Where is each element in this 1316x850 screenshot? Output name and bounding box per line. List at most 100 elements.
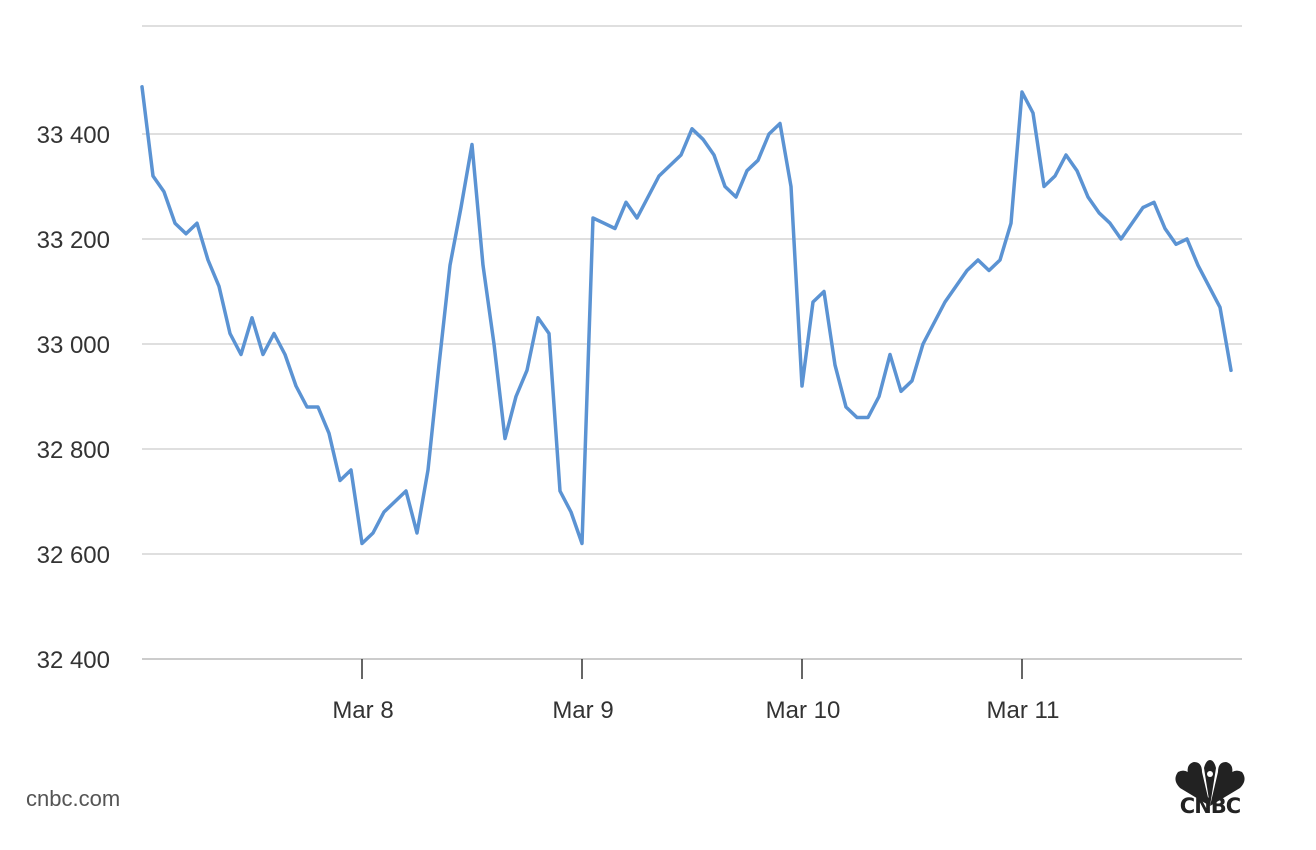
data-point xyxy=(361,542,363,545)
x-tick-label: Mar 9 xyxy=(552,697,613,724)
data-point xyxy=(163,190,165,193)
data-point xyxy=(218,285,220,288)
data-point xyxy=(867,416,869,419)
data-point xyxy=(1087,196,1089,198)
data-point xyxy=(735,196,737,198)
data-point xyxy=(746,169,748,172)
data-point xyxy=(328,432,330,435)
data-point xyxy=(1076,169,1078,172)
data-point xyxy=(922,343,924,345)
data-point xyxy=(1065,154,1067,156)
data-point xyxy=(317,406,319,408)
data-point xyxy=(691,127,693,130)
data-point xyxy=(834,364,836,366)
data-point xyxy=(1153,201,1155,204)
data-point xyxy=(383,511,385,513)
data-point xyxy=(295,385,297,387)
data-point xyxy=(174,222,176,225)
data-point xyxy=(394,500,396,503)
data-point xyxy=(658,175,660,177)
data-point xyxy=(955,285,957,288)
data-point xyxy=(1054,175,1056,177)
data-point xyxy=(559,490,561,492)
data-point xyxy=(603,222,605,225)
data-point xyxy=(1043,185,1045,188)
data-point xyxy=(1120,238,1122,240)
data-point xyxy=(592,217,594,219)
y-tick-label: 33 200 xyxy=(37,227,110,254)
data-point xyxy=(526,369,528,372)
data-point xyxy=(570,511,572,513)
data-point xyxy=(185,232,187,235)
data-point xyxy=(845,406,847,408)
data-point xyxy=(141,85,143,88)
cnbc-logo-text: CNBC xyxy=(1179,794,1241,818)
data-point xyxy=(900,390,902,393)
data-point xyxy=(713,154,715,156)
series-line xyxy=(140,85,1233,546)
data-point xyxy=(1021,91,1023,93)
y-axis-tick-labels: 32 400 32 600 32 800 33 000 33 200 33 400 xyxy=(37,122,110,674)
data-point xyxy=(405,490,407,492)
data-point xyxy=(471,143,473,146)
data-point xyxy=(1142,206,1144,209)
data-point xyxy=(460,206,462,209)
data-point xyxy=(229,332,231,335)
data-point xyxy=(427,469,429,471)
data-point xyxy=(823,290,825,293)
data-point xyxy=(1219,306,1221,309)
data-point xyxy=(933,322,935,324)
source-label: cnbc.com xyxy=(26,786,121,811)
data-point xyxy=(614,227,616,230)
data-point xyxy=(196,222,198,225)
data-point xyxy=(944,301,946,303)
data-point xyxy=(977,259,979,261)
data-point xyxy=(801,385,803,387)
data-point xyxy=(680,154,682,156)
data-point xyxy=(988,269,990,272)
data-point xyxy=(449,264,451,267)
data-point xyxy=(999,259,1001,261)
data-point xyxy=(1208,285,1210,288)
data-point xyxy=(702,138,704,141)
data-point xyxy=(625,201,627,204)
data-point xyxy=(515,395,517,398)
data-point xyxy=(262,353,264,356)
data-point xyxy=(273,332,275,335)
data-point xyxy=(669,164,671,167)
data-point xyxy=(438,364,440,366)
data-point xyxy=(889,353,891,356)
data-point xyxy=(790,185,792,188)
data-point xyxy=(1131,222,1133,225)
data-point xyxy=(724,185,726,188)
data-point xyxy=(757,159,759,162)
data-point xyxy=(251,316,253,319)
data-point xyxy=(878,395,880,398)
x-tick-label: Mar 11 xyxy=(987,697,1060,724)
data-point xyxy=(152,175,154,177)
data-point xyxy=(966,269,968,272)
data-point xyxy=(768,133,770,135)
x-tick-label: Mar 8 xyxy=(332,697,393,724)
data-point xyxy=(1175,243,1177,246)
data-point xyxy=(240,353,242,356)
data-point xyxy=(482,264,484,267)
y-tick-label: 32 400 xyxy=(37,647,110,674)
y-tick-label: 33 000 xyxy=(37,332,110,359)
data-point xyxy=(1010,222,1012,225)
data-point xyxy=(306,406,308,408)
grid-lines xyxy=(142,25,1242,555)
x-tick-label: Mar 10 xyxy=(766,697,841,724)
data-point xyxy=(1230,369,1232,372)
data-point xyxy=(636,217,638,219)
data-point xyxy=(548,332,550,335)
data-point xyxy=(504,437,506,440)
series-layer xyxy=(140,85,1233,546)
data-point xyxy=(493,343,495,345)
data-point xyxy=(1164,227,1166,230)
data-point xyxy=(856,416,858,419)
data-point xyxy=(339,479,341,482)
data-point xyxy=(1186,238,1188,240)
data-point xyxy=(537,316,539,319)
y-tick-label: 32 600 xyxy=(37,542,110,569)
